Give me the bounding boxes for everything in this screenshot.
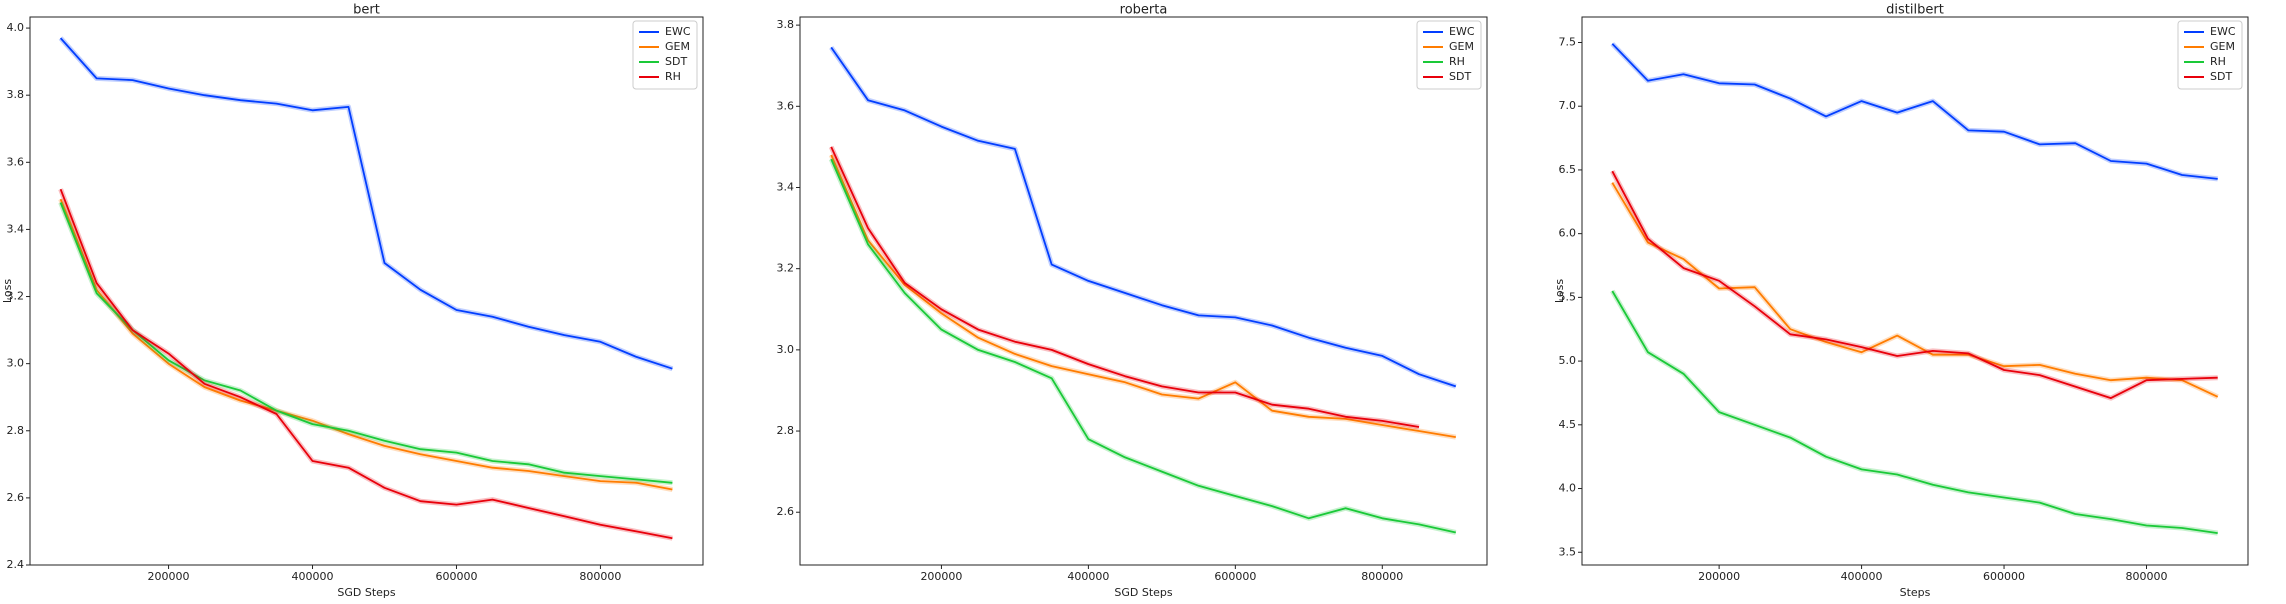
y-tick-label: 3.4 (7, 222, 25, 235)
series-line (1611, 290, 2218, 534)
y-tick-label: 5.0 (1559, 354, 1577, 367)
series-line (830, 146, 1420, 428)
y-tick-label: 2.8 (7, 424, 25, 437)
y-tick-label: 2.8 (777, 424, 795, 437)
x-tick-label: 200000 (920, 570, 962, 583)
plot-area (29, 16, 704, 566)
series-line (59, 37, 673, 370)
y-tick-label: 7.0 (1559, 99, 1577, 112)
y-tick-label: 4.5 (1559, 418, 1577, 431)
y-tick-label: 7.5 (1559, 35, 1577, 48)
legend-label: SDT (665, 55, 687, 68)
x-tick-label: 400000 (1067, 570, 1109, 583)
legend-label: SDT (1449, 70, 1471, 83)
x-axis-label: SGD Steps (337, 586, 396, 599)
y-tick-label: 2.4 (7, 558, 25, 571)
y-tick-label: 3.6 (777, 99, 795, 112)
chart-title: distilbert (1886, 3, 1944, 18)
y-tick-label: 5.5 (1559, 290, 1577, 303)
series-line (1611, 170, 2218, 399)
y-tick-label: 3.4 (777, 180, 795, 193)
subplot: distilbert Steps Loss 200000 400000 600000 800… (1553, 3, 2249, 599)
legend-box (632, 20, 698, 90)
x-tick-label: 800000 (1361, 570, 1403, 583)
legend-label: EWC (665, 25, 691, 38)
x-tick-label: 200000 (1698, 570, 1740, 583)
y-tick-label: 2.6 (7, 491, 25, 504)
series-line (59, 202, 673, 484)
legend-label: RH (665, 70, 681, 83)
legend-label: GEM (665, 40, 690, 53)
y-tick-label: 6.0 (1559, 227, 1577, 240)
legend-box (2177, 20, 2243, 90)
y-tick-label: 3.6 (7, 155, 25, 168)
x-tick-label: 400000 (292, 570, 334, 583)
series-line (59, 188, 673, 540)
x-tick-label: 800000 (2125, 570, 2167, 583)
y-tick-label: 3.5 (1559, 545, 1577, 558)
legend-label: EWC (1449, 25, 1475, 38)
x-axis-label: Steps (1900, 586, 1931, 599)
legend-label: EWC (2210, 25, 2236, 38)
y-tick-label: 6.5 (1559, 163, 1577, 176)
legend-label: GEM (2210, 40, 2235, 53)
x-tick-label: 400000 (1841, 570, 1883, 583)
x-axis-label: SGD Steps (1114, 586, 1173, 599)
y-tick-label: 3.2 (7, 290, 25, 303)
y-tick-label: 4.0 (7, 21, 25, 34)
legend-label: GEM (1449, 40, 1474, 53)
x-tick-label: 600000 (435, 570, 477, 583)
x-tick-label: 800000 (579, 570, 621, 583)
legend-label: RH (1449, 55, 1465, 68)
subplot: bert SGD Steps Loss 200000 400000 600000 80000… (1, 3, 704, 599)
chart-title: roberta (1120, 3, 1168, 18)
y-tick-label: 3.8 (777, 18, 795, 31)
series-line (830, 158, 1456, 534)
y-axis-label: Loss (1553, 279, 1566, 303)
y-tick-label: 3.0 (777, 343, 795, 356)
series-line (830, 46, 1457, 388)
subplot: roberta SGD Steps 200000 400000 600000 800000… (777, 3, 1488, 599)
legend: EWC GEM SDT RH (632, 20, 698, 90)
y-axis-label: Loss (1, 279, 14, 303)
legend: EWC GEM RH SDT (2177, 20, 2243, 90)
series-line (59, 198, 673, 491)
series-line (1611, 43, 2218, 180)
legend-label: SDT (2210, 70, 2232, 83)
series-line (830, 154, 1456, 438)
x-tick-label: 600000 (1214, 570, 1256, 583)
x-tick-label: 600000 (1983, 570, 2025, 583)
chart-title: bert (353, 3, 380, 18)
y-tick-label: 3.0 (7, 357, 25, 370)
series-line (1611, 182, 2219, 398)
legend-label: RH (2210, 55, 2226, 68)
legend: EWC GEM RH SDT (1416, 20, 1482, 90)
legend-box (1416, 20, 1482, 90)
y-tick-label: 3.2 (777, 262, 795, 275)
y-tick-label: 3.8 (7, 88, 25, 101)
y-tick-label: 2.6 (777, 505, 795, 518)
plot-area (1581, 16, 2249, 566)
y-tick-label: 4.0 (1559, 482, 1577, 495)
x-tick-label: 200000 (148, 570, 190, 583)
